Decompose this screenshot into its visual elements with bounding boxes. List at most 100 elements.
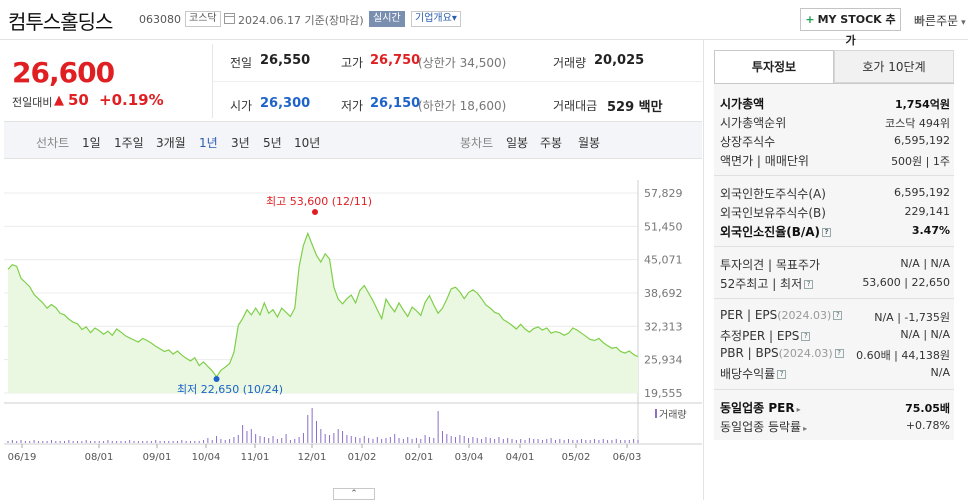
- tab-1w[interactable]: 1주일: [114, 136, 144, 150]
- x-tick-label: 06/19: [8, 452, 37, 463]
- x-tick-label: 09/01: [143, 452, 172, 463]
- chevron-down-icon: ▾: [451, 13, 457, 24]
- tab-1y[interactable]: 1년: [199, 136, 218, 150]
- tab-monthly-candle[interactable]: 월봉: [578, 136, 601, 150]
- tab-3y[interactable]: 3년: [231, 136, 250, 150]
- est-per-value: N/A | N/A: [900, 328, 950, 341]
- quick-order-button[interactable]: 빠른주문 ▾: [914, 12, 966, 29]
- foreign-limit-label: 외국인한도주식수(A): [720, 187, 826, 201]
- plus-icon: +: [805, 13, 815, 26]
- low-label: 저가: [341, 99, 364, 113]
- y-tick-label: 57,829: [644, 187, 683, 200]
- company-overview-button[interactable]: 기업개요▾: [411, 11, 461, 27]
- week52-value: 53,600 | 22,650: [862, 276, 950, 289]
- pbr-bps-text: PBR | BPS: [720, 346, 779, 360]
- tab-5y[interactable]: 5년: [263, 136, 282, 150]
- y-tick-label: 32,313: [644, 320, 683, 333]
- x-tick-label: 06/03: [613, 452, 642, 463]
- change-percent: +0.19%: [99, 91, 164, 109]
- tab-invest-info[interactable]: 투자정보: [714, 50, 834, 83]
- candle-chart-label: 봉차트: [460, 136, 494, 150]
- per-eps-label: PER | EPS(2024.03)?: [720, 308, 843, 322]
- tab-weekly-candle[interactable]: 주봉: [540, 136, 563, 150]
- arrow-right-icon: ▸: [796, 405, 801, 414]
- high-value: 26,750: [370, 53, 421, 68]
- y-tick-label: 51,450: [644, 220, 683, 233]
- price-area: [8, 233, 638, 393]
- x-tick-label: 10/04: [192, 452, 221, 463]
- collapse-chart-button[interactable]: ⌃: [333, 488, 375, 500]
- trade-value-label: 거래대금: [553, 99, 598, 113]
- tab-hoga-10[interactable]: 호가 10단계: [834, 50, 954, 83]
- prev-close-label: 전일: [230, 56, 253, 70]
- help-icon[interactable]: ?: [822, 228, 832, 237]
- x-tick-label: 02/01: [405, 452, 434, 463]
- tab-10y[interactable]: 10년: [294, 136, 321, 150]
- low-annotation: 최저 22,650 (10/24): [177, 383, 283, 396]
- lower-limit: (하한가 18,600): [418, 99, 507, 113]
- help-icon[interactable]: ?: [804, 280, 814, 289]
- industry-rate-text: 동일업종 등락률: [720, 420, 802, 434]
- tab-3m[interactable]: 3개월: [156, 136, 186, 150]
- divider: [714, 246, 954, 247]
- low-value: 26,150: [370, 96, 421, 111]
- opinion-value: N/A | N/A: [900, 257, 950, 270]
- market-badge: 코스닥: [185, 11, 221, 27]
- realtime-button[interactable]: 실시간: [369, 11, 405, 27]
- volume-label: 거래량: [553, 56, 587, 70]
- help-icon[interactable]: ?: [801, 332, 811, 341]
- foreign-limit-value: 6,595,192: [894, 186, 950, 199]
- y-tick-label: 19,555: [644, 387, 683, 400]
- industry-rate-label[interactable]: 동일업종 등락률 ▸: [720, 418, 807, 435]
- tab-1d[interactable]: 1일: [82, 136, 101, 150]
- trade-value: 529 백만: [607, 96, 663, 115]
- industry-per-value: 75.05배: [905, 402, 950, 415]
- help-icon[interactable]: ?: [833, 311, 843, 320]
- y-tick-label: 25,934: [644, 354, 683, 367]
- change-label: 전일대비: [12, 96, 53, 109]
- foreign-ratio-value: 3.47%: [911, 224, 950, 237]
- high-label: 고가: [341, 56, 364, 70]
- week52-text: 52주최고 | 최저: [720, 277, 803, 291]
- price-line: [7, 231, 639, 378]
- y-tick-label: 38,692: [644, 287, 683, 300]
- price-panel: 26,600 전일대비 ▲ 50 +0.19% 전일 26,550 고가 26,…: [4, 40, 702, 122]
- price-chart: 57,829 51,450 45,071 38,692 32,313 25,934 19,5…: [4, 180, 702, 463]
- add-mystock-button[interactable]: + MY STOCK 추가: [800, 8, 901, 47]
- listed-shares-value: 6,595,192: [894, 134, 950, 147]
- change-value: 50: [68, 91, 89, 109]
- low-marker: [213, 376, 220, 382]
- per-eps-year: (2024.03): [777, 309, 832, 322]
- help-icon[interactable]: ?: [834, 349, 844, 358]
- divider: [212, 81, 702, 82]
- open-label: 시가: [230, 99, 253, 113]
- x-tick-label: 11/01: [241, 452, 270, 463]
- market-cap-rank-value: 코스닥 494위: [885, 117, 950, 130]
- tab-daily-candle[interactable]: 일봉: [506, 136, 529, 150]
- trade-value-number: 529: [607, 100, 635, 115]
- pbr-bps-label: PBR | BPS(2024.03)?: [720, 346, 844, 360]
- prev-close-value: 26,550: [260, 53, 311, 68]
- y-tick-label: 45,071: [644, 254, 683, 267]
- x-tick-label: 05/02: [562, 452, 591, 463]
- chevron-down-icon: ▾: [961, 18, 966, 28]
- upper-limit: (상한가 34,500): [418, 56, 507, 70]
- opinion-label: 투자의견 | 목표주가: [720, 258, 820, 272]
- listed-shares-label: 상장주식수: [720, 135, 776, 149]
- foreign-ratio-label: 외국인소진율(B/A)?: [720, 223, 832, 240]
- stock-header: [0, 0, 968, 40]
- divider: [714, 389, 954, 390]
- help-icon[interactable]: ?: [777, 370, 787, 379]
- x-tick-label: 01/02: [348, 452, 377, 463]
- date-basis: 2024.06.17 기준(장마감): [238, 14, 364, 27]
- divider: [714, 175, 954, 176]
- x-tick-label: 08/01: [85, 452, 114, 463]
- volume-label: 거래량: [659, 409, 687, 421]
- market-cap-value: 1,754억원: [894, 98, 950, 111]
- open-value: 26,300: [260, 96, 311, 111]
- calendar-icon: [224, 13, 235, 24]
- industry-per-label[interactable]: 동일업종 PER ▸: [720, 399, 801, 416]
- volume-legend-swatch: [655, 409, 657, 418]
- foreign-hold-value: 229,141: [904, 205, 951, 218]
- par-value: 500원 | 1주: [891, 155, 950, 168]
